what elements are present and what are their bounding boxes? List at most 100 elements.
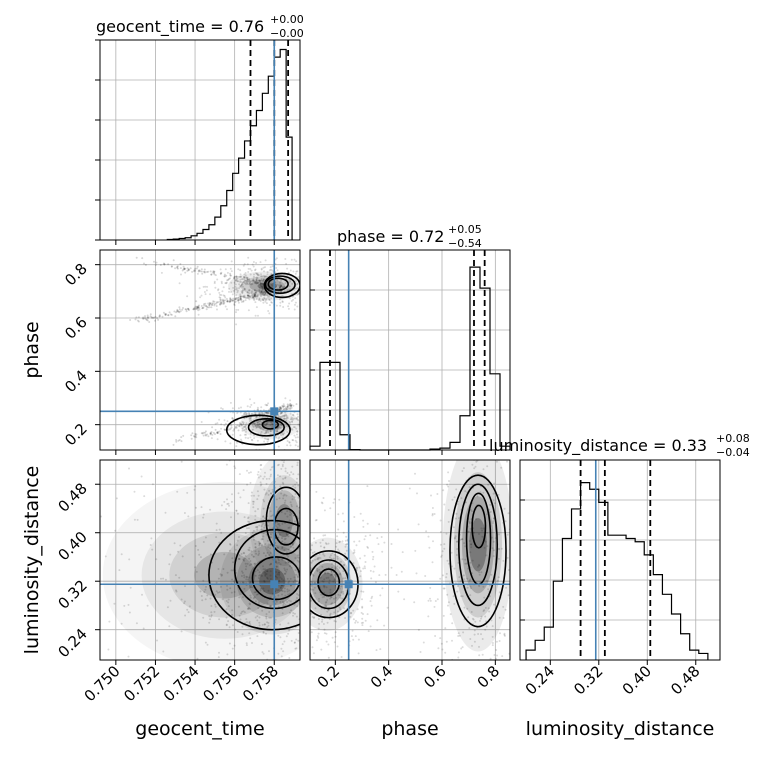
sample-point <box>242 426 245 428</box>
sample-point <box>283 405 286 408</box>
sample-point <box>275 267 278 269</box>
sample-point <box>446 593 449 596</box>
sample-point <box>255 425 258 428</box>
sample-point <box>239 286 242 288</box>
sample-point <box>277 437 280 440</box>
sample-point <box>432 540 434 543</box>
sample-point <box>278 436 281 439</box>
sample-point <box>322 623 325 625</box>
sample-point <box>164 578 167 581</box>
sample-point <box>383 624 386 627</box>
sample-point <box>321 502 324 505</box>
sample-point <box>286 289 289 291</box>
sample-point <box>208 621 211 624</box>
sample-point <box>236 412 239 414</box>
sample-point <box>233 428 236 431</box>
sample-point <box>288 580 291 583</box>
sample-point <box>247 520 250 523</box>
sample-point <box>232 299 235 302</box>
sample-point <box>288 404 291 407</box>
sample-point <box>375 649 378 652</box>
sample-point <box>249 281 252 284</box>
sample-point <box>259 475 262 478</box>
sample-point <box>313 537 316 540</box>
sample-point <box>325 600 328 603</box>
sample-point <box>279 298 281 301</box>
sample-point <box>379 648 382 651</box>
sample-point <box>168 625 171 628</box>
sample-point <box>255 297 258 300</box>
sample-point <box>302 271 304 273</box>
sample-point <box>275 430 278 433</box>
sample-point <box>151 316 154 319</box>
sample-point <box>196 306 199 309</box>
sample-point <box>335 542 338 545</box>
sample-point <box>262 278 265 281</box>
sample-point <box>276 521 279 524</box>
sample-point <box>226 308 228 311</box>
sample-point <box>427 535 430 538</box>
sample-point <box>449 613 452 616</box>
sample-point <box>246 278 249 281</box>
sample-point <box>292 524 295 526</box>
sample-point <box>269 475 272 478</box>
sample-point <box>248 417 251 420</box>
sample-point <box>225 508 228 511</box>
sample-point <box>442 587 445 590</box>
sample-point <box>221 573 223 576</box>
sample-point <box>212 270 215 273</box>
sample-point <box>286 406 289 409</box>
sample-point <box>442 614 445 617</box>
sample-point <box>313 581 316 584</box>
sample-point <box>462 631 465 634</box>
sample-point <box>286 415 289 418</box>
sample-point <box>266 440 269 443</box>
sample-point <box>244 414 247 416</box>
sample-point <box>251 439 254 442</box>
sample-point <box>237 558 240 561</box>
sample-point <box>456 548 459 550</box>
sample-point <box>220 407 223 410</box>
sample-point <box>312 617 315 619</box>
sample-point <box>444 651 447 654</box>
sample-point <box>246 562 249 565</box>
sample-point <box>232 289 235 292</box>
sample-point <box>338 541 341 544</box>
sample-point <box>250 419 252 422</box>
sample-point <box>149 313 152 316</box>
sample-point <box>250 491 253 494</box>
sample-point <box>260 295 262 298</box>
sample-point <box>244 568 247 571</box>
sample-point <box>262 299 264 302</box>
sample-point <box>318 600 320 603</box>
sample-point <box>202 516 205 519</box>
sample-point <box>235 276 238 278</box>
sample-point <box>308 556 310 558</box>
sample-point <box>228 428 231 431</box>
sample-point <box>455 512 458 515</box>
sample-point <box>316 635 319 638</box>
sample-point <box>215 305 218 307</box>
sample-point <box>289 418 292 421</box>
sample-point <box>216 432 219 435</box>
sample-point <box>286 663 288 665</box>
sample-point <box>242 551 245 554</box>
sample-point <box>256 569 259 572</box>
sample-point <box>251 500 254 503</box>
sample-point <box>197 269 200 272</box>
sample-point <box>364 561 367 563</box>
sample-point <box>293 258 296 261</box>
sample-point <box>234 425 237 428</box>
sample-point <box>271 425 274 428</box>
sample-point <box>325 586 328 589</box>
sample-point <box>128 467 130 470</box>
sample-point <box>277 426 280 429</box>
sample-point <box>182 307 184 309</box>
sample-point <box>320 593 323 596</box>
sample-point <box>469 551 472 554</box>
sample-point <box>216 431 219 434</box>
sample-point <box>462 467 465 470</box>
sample-point <box>265 573 268 575</box>
sample-point <box>228 504 230 507</box>
sample-point <box>312 574 315 577</box>
